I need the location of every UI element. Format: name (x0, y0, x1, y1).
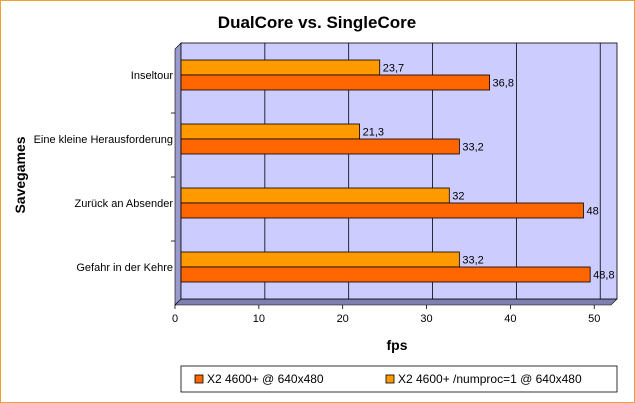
data-label: 48 (586, 206, 598, 218)
bar (180, 138, 460, 155)
data-label: 21,3 (363, 127, 384, 139)
data-label: 33,2 (462, 255, 483, 267)
data-label: 32 (452, 191, 464, 203)
legend-entry: X2 4600+ /numproc=1 @ 640x480 (398, 372, 582, 386)
x-axis-title: fps (387, 337, 408, 353)
x-tick-label: 0 (172, 313, 178, 325)
y-axis-title: Savegames (12, 136, 28, 213)
bar (180, 251, 460, 268)
category-label: Zurück an Absender (75, 198, 174, 210)
bar (180, 59, 381, 76)
bar (180, 187, 450, 204)
category-label: Eine kleine Herausforderung (34, 134, 173, 146)
bar (180, 123, 360, 140)
bar (180, 202, 584, 219)
x-tick-label: 20 (337, 313, 349, 325)
legend-entry: X2 4600+ @ 640x480 (207, 372, 324, 386)
bar (180, 266, 591, 283)
x-tick-label: 50 (588, 313, 600, 325)
legend-swatch (385, 374, 395, 384)
x-tick-label: 40 (504, 313, 516, 325)
bar (180, 74, 490, 91)
data-label: 36,8 (493, 78, 514, 90)
plot-left-wall (174, 42, 182, 306)
x-tick-label: 30 (420, 313, 432, 325)
chart-title: DualCore vs. SingleCore (218, 13, 416, 32)
x-tick-label: 10 (253, 313, 265, 325)
plot-floor (174, 298, 618, 306)
legend-box (180, 365, 618, 393)
legend-swatch (194, 374, 204, 384)
data-label: 33,2 (462, 142, 483, 154)
category-label: Inseltour (131, 70, 174, 82)
data-label: 23,7 (383, 63, 404, 75)
category-label: Gefahr in der Kehre (76, 262, 173, 274)
data-label: 48,8 (593, 270, 614, 282)
